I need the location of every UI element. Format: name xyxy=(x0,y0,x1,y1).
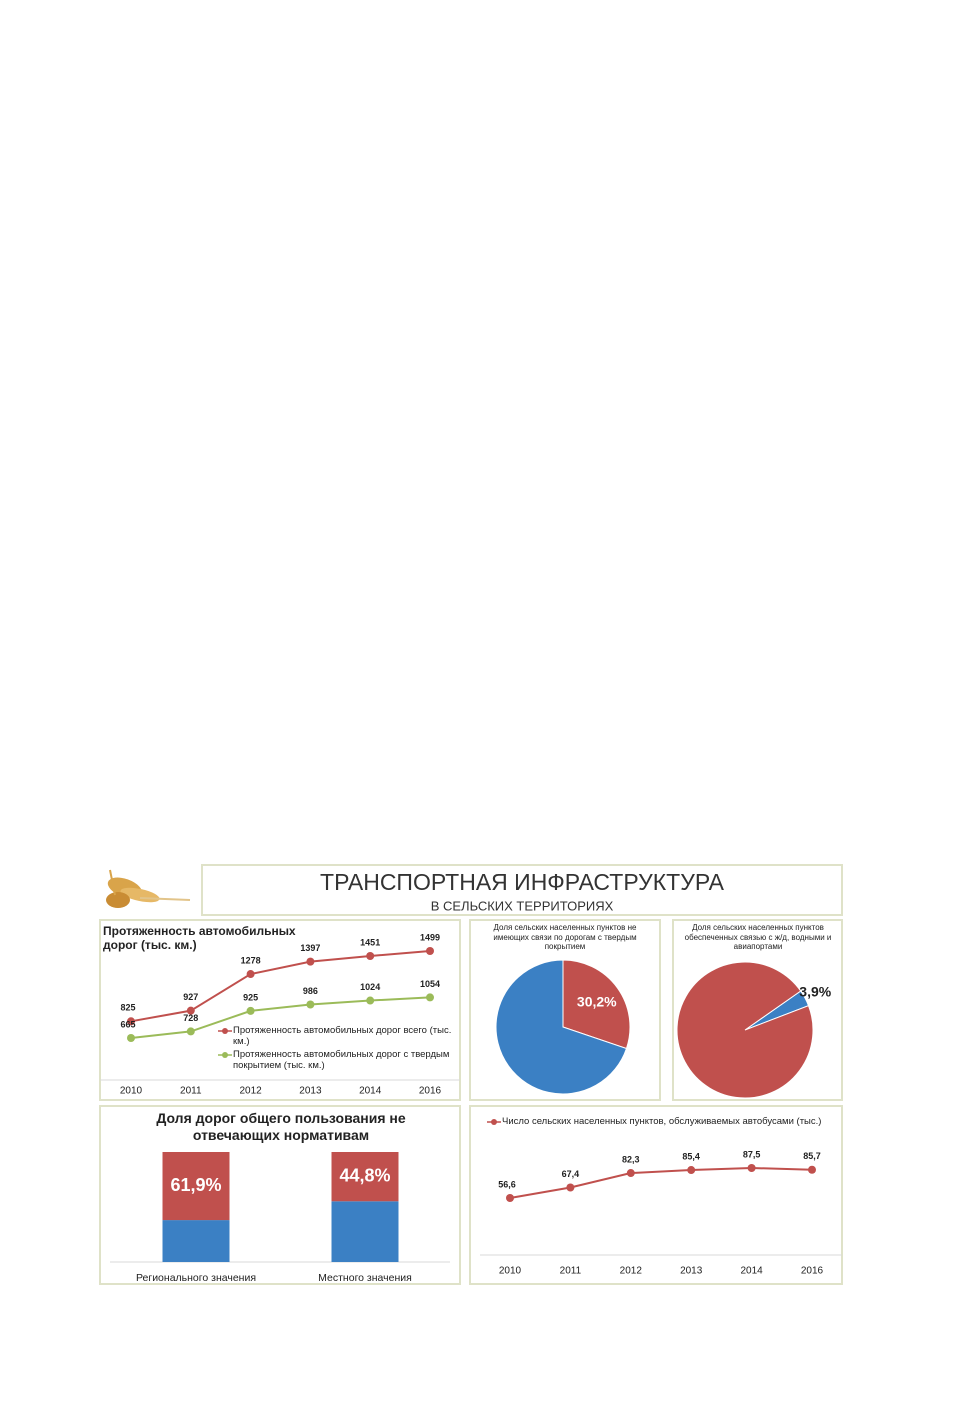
legend-marker xyxy=(222,1028,228,1034)
data-label: 1397 xyxy=(300,943,320,953)
data-label: 986 xyxy=(303,986,318,996)
legend-label-box: Протяженность автомобильных дорог всего … xyxy=(233,1025,452,1048)
bar-segment xyxy=(162,1220,230,1262)
data-point xyxy=(626,1169,635,1178)
data-label: 85,4 xyxy=(682,1151,700,1161)
bar-segment xyxy=(331,1201,399,1262)
x-tick-label: 2012 xyxy=(620,1266,643,1277)
x-tick-label: 2016 xyxy=(801,1266,824,1277)
legend-label: Число сельских населенных пунктов, обслу… xyxy=(502,1116,822,1127)
data-point xyxy=(127,1017,135,1026)
chart-title-box: Протяженность автомобильных дорог (тыс. … xyxy=(103,924,296,953)
header-box xyxy=(201,864,843,916)
chart-title-box: Доля сельских населенных пунктов не имею… xyxy=(493,923,637,952)
data-point xyxy=(306,957,315,966)
data-label: 61,9% xyxy=(170,1175,221,1195)
bar-segment xyxy=(331,1152,399,1202)
data-point xyxy=(366,952,375,961)
header-subtitle: В СЕЛЬСКИХ ТЕРРИТОРИЯХ xyxy=(431,898,614,913)
x-tick-label: 2016 xyxy=(419,1086,442,1097)
data-label: 927 xyxy=(183,992,198,1002)
panel xyxy=(469,1105,843,1285)
data-point xyxy=(566,1183,575,1192)
series-line xyxy=(130,950,431,1023)
data-point xyxy=(246,970,255,979)
data-point xyxy=(186,1006,195,1015)
legend-marker xyxy=(491,1119,497,1125)
data-label: 665 xyxy=(120,1019,135,1029)
data-point xyxy=(127,1034,135,1042)
legend-label-box: Число сельских населенных пунктов, обслу… xyxy=(502,1116,822,1127)
data-label: 1024 xyxy=(360,982,380,992)
panel xyxy=(99,919,461,1101)
legend-marker xyxy=(222,1052,228,1058)
series-line xyxy=(130,996,431,1039)
data-label: 728 xyxy=(183,1013,198,1023)
pie-slice xyxy=(562,959,631,1050)
panel xyxy=(672,919,843,1101)
data-label: 87,5 xyxy=(743,1149,761,1159)
data-point xyxy=(426,993,434,1002)
x-tick-label: Местного значения xyxy=(318,1272,412,1284)
data-label: 67,4 xyxy=(562,1169,580,1179)
data-label: 30,2% xyxy=(577,993,617,1009)
pie-slice xyxy=(676,961,814,1099)
data-label: 82,3 xyxy=(622,1154,640,1164)
x-tick-label: 2010 xyxy=(120,1086,143,1097)
data-label: 3,9% xyxy=(799,983,831,999)
x-tick-label: 2014 xyxy=(740,1266,763,1277)
legend-label-box: Протяженность автомобильных дорог с твер… xyxy=(233,1049,450,1072)
data-point xyxy=(747,1164,756,1172)
data-point xyxy=(687,1166,696,1175)
chart-title: Протяженность автомобильных дорог (тыс. … xyxy=(103,924,296,953)
x-tick-label: 2010 xyxy=(499,1266,522,1277)
data-label: 44,8% xyxy=(339,1165,390,1185)
panel xyxy=(99,1105,461,1285)
x-tick-label: Регионального значения xyxy=(136,1272,256,1284)
bar-segment xyxy=(162,1152,230,1221)
data-label: 1278 xyxy=(241,955,261,965)
data-point xyxy=(426,947,434,955)
legend-label: Протяженность автомобильных дорог с твер… xyxy=(233,1049,450,1072)
x-tick-label: 2012 xyxy=(239,1086,262,1097)
x-tick-label: 2011 xyxy=(560,1266,582,1277)
data-label: 85,7 xyxy=(803,1151,821,1161)
chart-title: Доля сельских населенных пунктов не имею… xyxy=(493,923,637,952)
chart-title-box: Доля сельских населенных пунктов обеспеч… xyxy=(684,923,832,952)
data-point xyxy=(186,1027,195,1036)
data-point xyxy=(246,1006,255,1015)
data-label: 1451 xyxy=(360,937,380,947)
x-tick-label: 2014 xyxy=(359,1086,382,1097)
series-line xyxy=(509,1166,813,1199)
data-label: 925 xyxy=(243,992,258,1002)
chart-title: Доля сельских населенных пунктов обеспеч… xyxy=(684,923,832,952)
chart-title: Доля дорог общего пользования не отвечаю… xyxy=(156,1110,406,1143)
data-point xyxy=(366,996,375,1005)
data-label: 1499 xyxy=(420,932,440,942)
panel xyxy=(469,919,661,1101)
data-label: 1054 xyxy=(420,979,440,989)
legend-label: Протяженность автомобильных дорог всего … xyxy=(233,1025,452,1048)
data-point xyxy=(506,1194,514,1202)
x-tick-label: 2013 xyxy=(299,1086,322,1097)
x-tick-label: 2013 xyxy=(680,1266,703,1277)
data-point xyxy=(306,1000,315,1009)
wheat-icon xyxy=(106,869,191,908)
data-label: 56,6 xyxy=(498,1179,516,1189)
x-tick-label: 2011 xyxy=(180,1086,202,1097)
data-point xyxy=(808,1165,816,1174)
chart-title-box: Доля дорог общего пользования не отвечаю… xyxy=(156,1110,406,1143)
data-label: 825 xyxy=(120,1003,135,1013)
pie-slice xyxy=(495,959,628,1095)
header-title: ТРАНСПОРТНАЯ ИНФРАСТРУКТУРА xyxy=(320,869,725,895)
